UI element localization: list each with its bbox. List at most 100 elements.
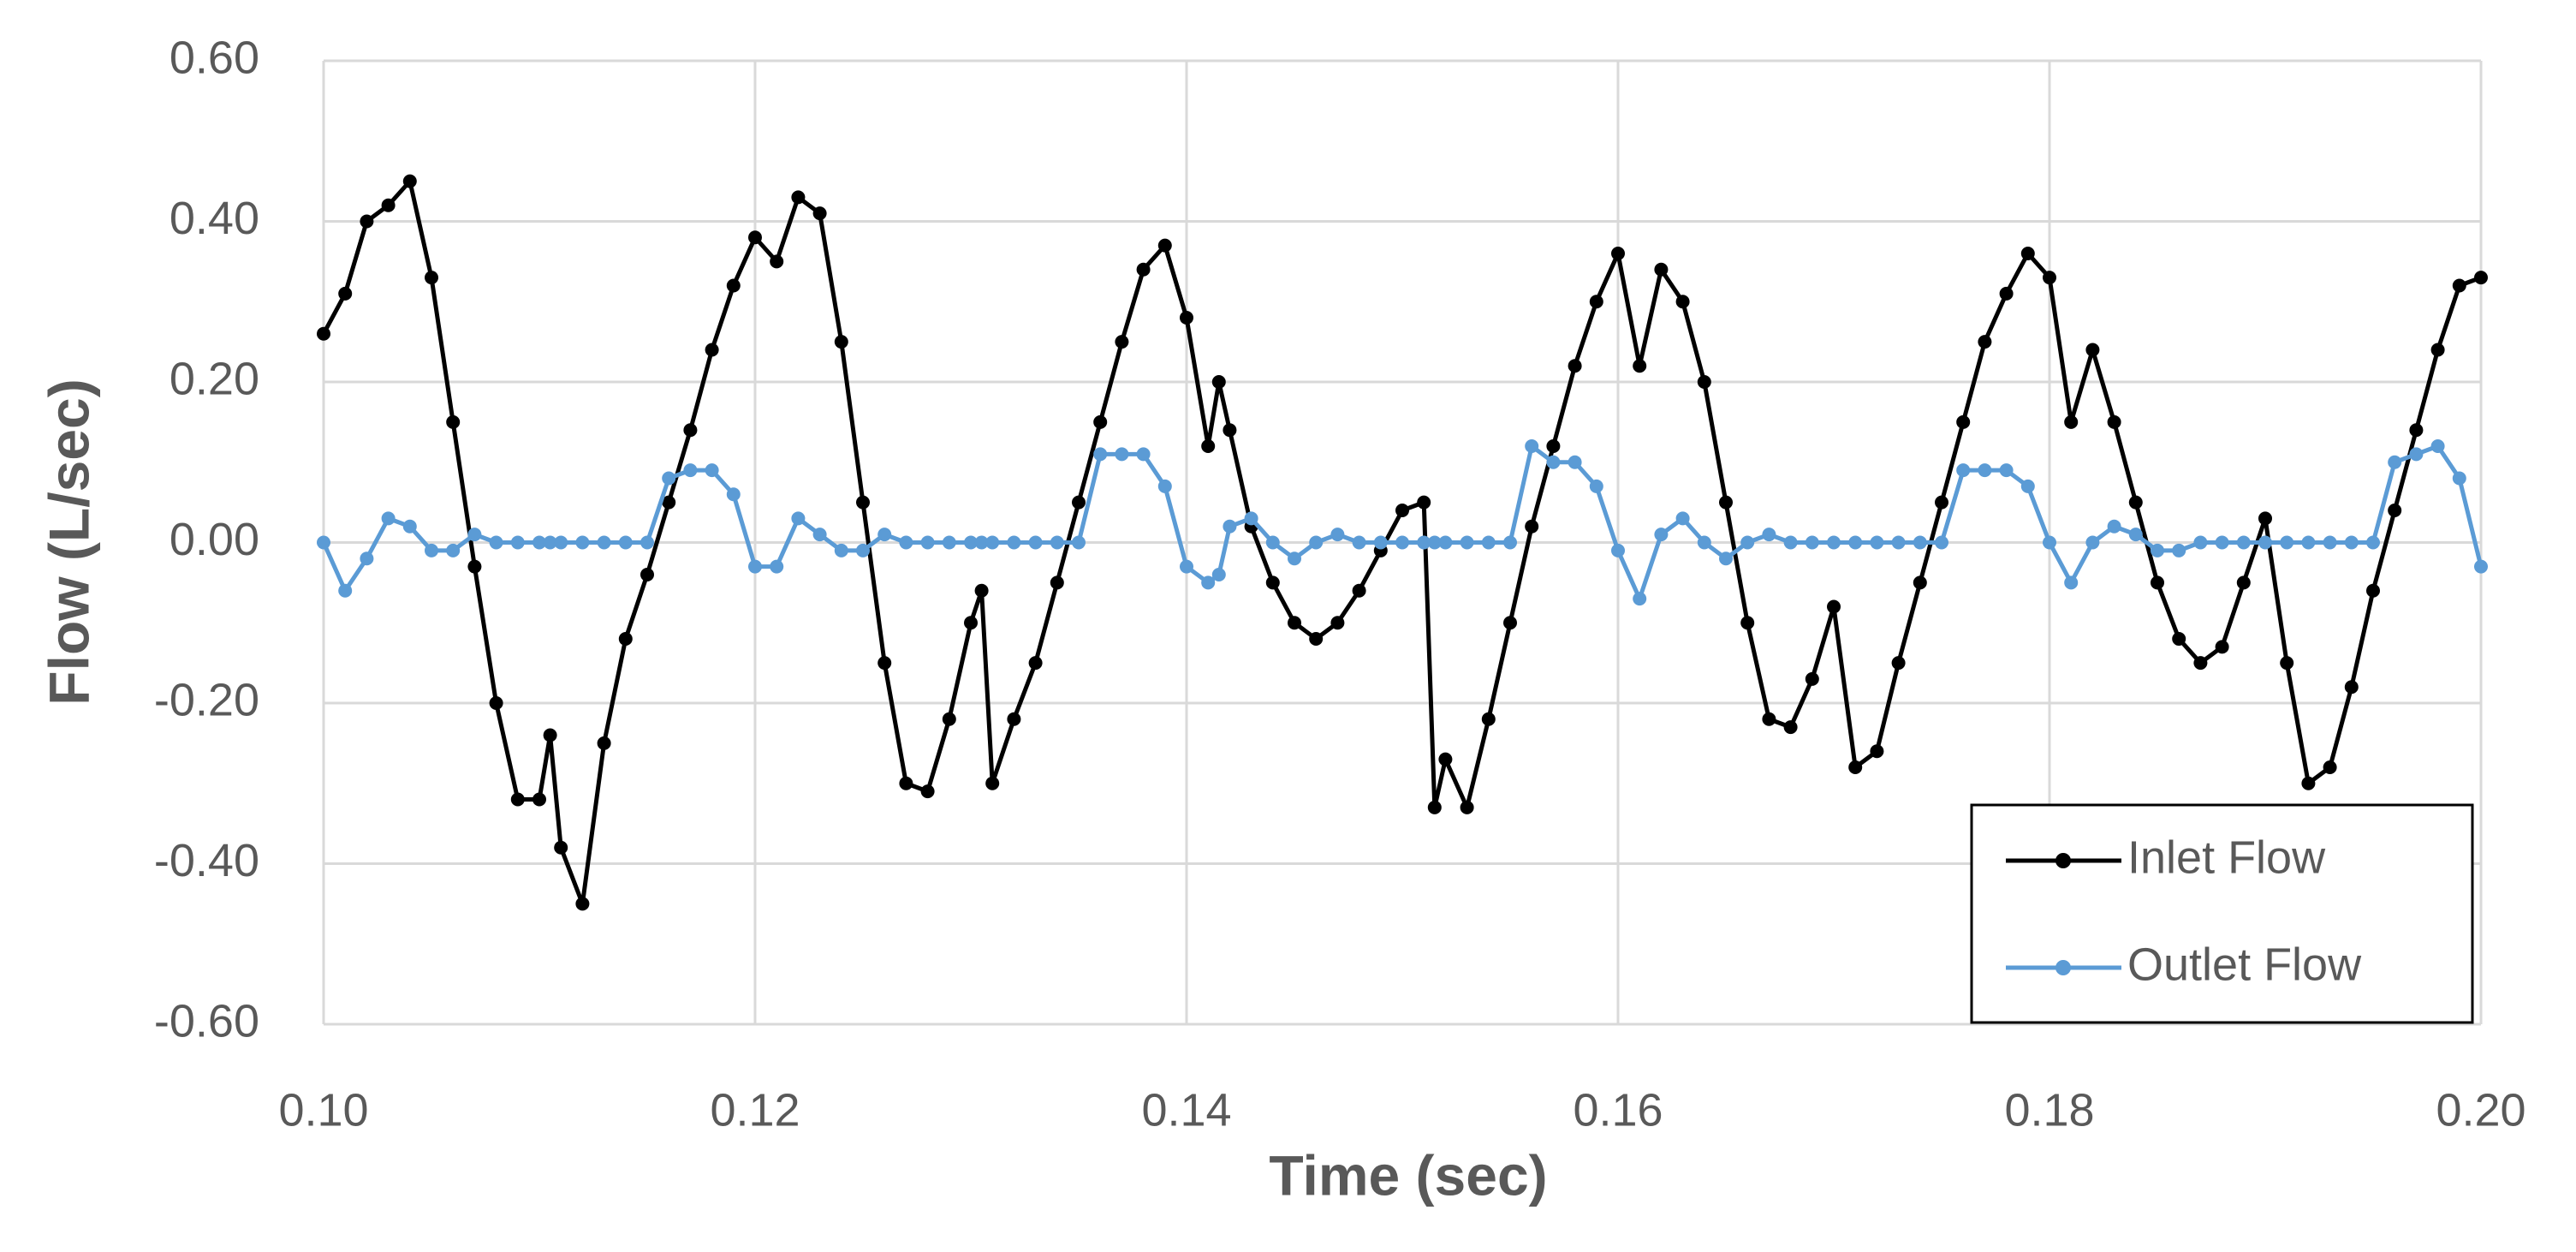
data-point [662,471,676,486]
data-point [1395,535,1409,550]
data-point [1438,752,1453,766]
data-point [1762,528,1776,542]
y-tick-label: 0.00 [170,514,259,565]
data-point [1675,295,1690,309]
data-point [1978,463,1992,478]
data-point [1201,439,1216,453]
data-point [532,535,546,550]
data-point [1309,535,1324,550]
y-tick-label: -0.20 [154,674,259,725]
data-point [2020,479,2035,493]
x-tick-label: 0.10 [278,1084,368,1136]
data-point [2043,271,2056,285]
data-point [1352,535,1366,550]
data-point [489,696,503,710]
y-axis-title: Flow (L/sec) [37,379,100,705]
data-point [1589,479,1603,493]
data-point [1805,535,1819,550]
data-point [1870,535,1884,550]
data-point [2366,535,2380,550]
data-point [1891,535,1906,550]
data-point [1719,495,1733,510]
data-point [1783,535,1798,550]
data-point [1611,247,1625,260]
data-point [1050,535,1064,550]
data-point [812,528,827,542]
data-point [1913,575,1927,590]
data-point [1460,535,1474,550]
data-point [1503,616,1517,630]
data-point [1028,535,1043,550]
data-point [2193,656,2208,671]
data-point [1050,575,1064,590]
data-point [2280,656,2294,671]
data-point [683,423,698,438]
y-tick-label: 0.40 [170,193,259,244]
data-point [1288,551,1301,566]
data-point [2323,535,2337,550]
data-point [1007,712,1021,726]
data-point [1395,504,1409,517]
data-point [2323,760,2337,774]
data-point [1180,311,1193,325]
data-point [2409,423,2424,438]
data-point [2301,776,2316,790]
data-point [834,335,848,349]
data-point [1891,656,1906,671]
data-point [1848,535,1863,550]
data-point [985,776,1000,790]
data-point [1783,720,1798,735]
data-point [1719,551,1733,566]
data-point [1870,744,1884,759]
data-point [1633,592,1647,606]
data-point [2409,447,2424,462]
data-point [1805,671,1819,686]
data-point [402,519,417,534]
data-point [1827,535,1841,550]
data-point [425,271,438,285]
data-point [1848,760,1863,774]
data-point [974,535,989,550]
data-point [1427,535,1442,550]
data-point [942,712,956,726]
series [317,439,2488,606]
data-point [1740,535,1755,550]
data-point [1654,262,1669,277]
data-point [1136,262,1151,277]
data-point [425,543,438,557]
data-point [2064,575,2079,590]
data-point [748,559,762,574]
data-point [543,728,557,742]
data-point [1265,535,1280,550]
data-point [446,543,461,557]
data-point [1978,335,1992,349]
data-point [1935,495,1948,510]
data-point [705,463,719,478]
data-point [705,343,719,357]
x-tick-label: 0.16 [1573,1084,1663,1136]
data-point [338,286,353,301]
data-point [2301,535,2316,550]
data-point [1956,414,1971,429]
data-point [1136,447,1151,462]
data-point [554,840,568,855]
data-point [1611,543,1625,557]
data-point [2344,535,2359,550]
data-point [510,792,525,807]
y-tick-label: 0.20 [170,353,259,404]
data-point [575,897,590,911]
data-point [1481,535,1496,550]
data-point [2215,640,2229,654]
data-point [381,198,396,212]
x-tick-label: 0.12 [710,1084,800,1136]
data-point [1654,528,1669,542]
y-tick-label: 0.60 [170,32,259,83]
data-point [1633,359,1647,373]
data-point [1072,535,1086,550]
data-point [2128,495,2143,510]
data-point [1352,583,1366,598]
data-point [597,535,611,550]
data-point [1427,800,1442,814]
data-point [1093,414,1108,429]
